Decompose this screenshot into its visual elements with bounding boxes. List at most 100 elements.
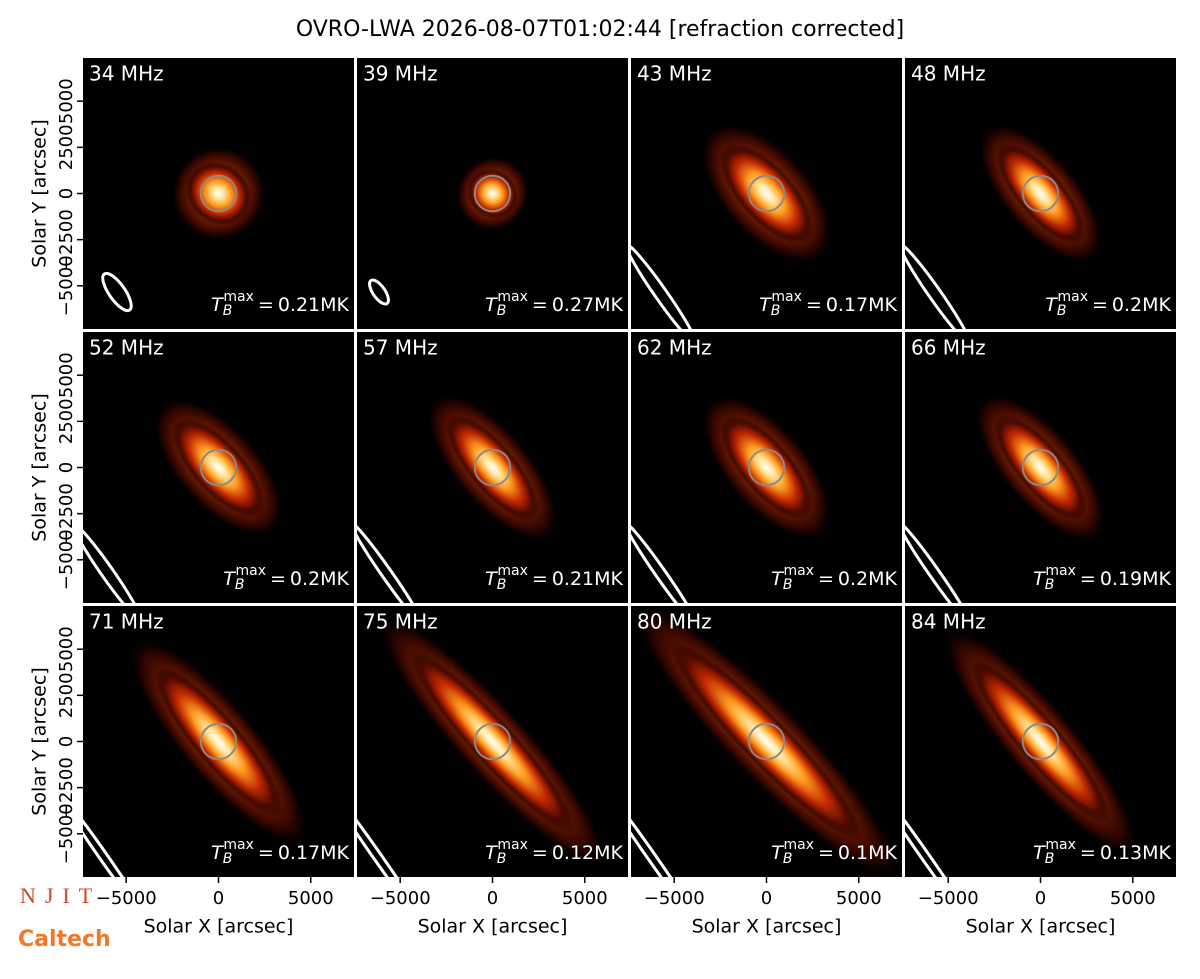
x-tick-label: 5000 — [562, 888, 608, 909]
tmax-sup: max — [497, 289, 528, 305]
x-tick-label: −5000 — [918, 888, 979, 909]
solar-disk — [747, 448, 786, 487]
frequency-label: 66 MHz — [911, 336, 986, 360]
emission — [410, 651, 575, 832]
tmax-sub: B — [497, 303, 507, 319]
y-tick-label: −2500 — [56, 483, 77, 544]
frequency-label: 84 MHz — [911, 610, 986, 634]
tmax-sub: B — [497, 851, 507, 867]
tmax-sub: B — [1045, 577, 1055, 593]
y-tick-label: 5000 — [56, 78, 77, 124]
tmax-label: TBmax = 0.2MK — [1045, 289, 1171, 319]
tmax-eq: = — [532, 842, 548, 864]
panel — [631, 332, 902, 603]
beam — [905, 788, 973, 877]
tmax-sup: max — [223, 289, 254, 305]
x-tick-label: −5000 — [644, 888, 705, 909]
caltech-logo: Caltech — [18, 927, 111, 952]
tmax-value: 0.17MK — [826, 294, 898, 316]
tmax-sup: max — [771, 289, 802, 305]
tmax-sup: max — [223, 837, 254, 853]
figure-title: OVRO-LWA 2026-08-07T01:02:44 [refraction… — [296, 17, 904, 42]
y-tick-label: 0 — [56, 188, 77, 199]
frequency-label: 39 MHz — [363, 62, 438, 86]
tmax-eq: = — [532, 294, 548, 316]
tmax-symbol: T — [485, 294, 498, 316]
x-axis-label: Solar X [arcsec] — [418, 916, 568, 938]
panel — [905, 58, 1176, 329]
tmax-symbol: T — [759, 294, 772, 316]
beam — [83, 797, 145, 877]
beam — [357, 521, 425, 603]
frequency-label: 71 MHz — [89, 610, 164, 634]
solar-disk — [1021, 174, 1060, 213]
tmax-symbol: T — [771, 842, 784, 864]
tmax-sub: B — [771, 303, 781, 319]
y-tick-label: 2500 — [56, 672, 77, 718]
tmax-value: 0.19MK — [1100, 568, 1172, 590]
x-tick-label: 5000 — [836, 888, 882, 909]
tmax-value: 0.17MK — [278, 842, 350, 864]
tmax-sub: B — [783, 851, 793, 867]
panel — [905, 606, 1176, 877]
x-tick-label: 5000 — [288, 888, 334, 909]
emission — [186, 161, 251, 226]
tmax-symbol: T — [1033, 842, 1046, 864]
x-tick-label: 5000 — [1110, 888, 1156, 909]
emission — [671, 642, 862, 841]
tmax-eq: = — [1080, 842, 1096, 864]
tmax-symbol: T — [1045, 294, 1058, 316]
x-axis-label: Solar X [arcsec] — [692, 916, 842, 938]
solar-disk — [199, 722, 238, 761]
tmax-symbol: T — [211, 294, 224, 316]
y-tick-label: 0 — [56, 736, 77, 747]
panel — [83, 332, 354, 603]
tmax-value: 0.27MK — [552, 294, 624, 316]
y-tick-label: 2500 — [56, 398, 77, 444]
beam — [357, 788, 425, 877]
panel — [357, 606, 628, 877]
tmax-eq: = — [1092, 294, 1108, 316]
x-tick-label: −5000 — [96, 888, 157, 909]
tmax-sub: B — [223, 303, 233, 319]
tmax-label: TBmax = 0.17MK — [759, 289, 897, 319]
tmax-sub: B — [223, 851, 233, 867]
frequency-label: 52 MHz — [89, 336, 164, 360]
y-tick-label: −2500 — [56, 209, 77, 270]
emission — [720, 143, 813, 244]
tmax-value: 0.12MK — [552, 842, 624, 864]
x-axis-label: Solar X [arcsec] — [144, 916, 294, 938]
emission — [154, 667, 283, 816]
y-axis-label: Solar Y [arcsec] — [29, 393, 51, 541]
frequency-label: 75 MHz — [363, 610, 438, 634]
emission — [994, 414, 1087, 521]
y-tick-label: −5000 — [56, 529, 77, 590]
frequency-label: 34 MHz — [89, 62, 164, 86]
emission — [172, 418, 265, 517]
tmax-eq: = — [270, 568, 286, 590]
tmax-value: 0.21MK — [278, 294, 350, 316]
y-tick-label: 5000 — [56, 352, 77, 398]
frequency-label: 62 MHz — [637, 336, 712, 360]
tmax-label: TBmax = 0.13MK — [1033, 837, 1171, 867]
y-tick-label: 2500 — [56, 124, 77, 170]
beam — [368, 278, 390, 306]
tmax-sup: max — [497, 563, 528, 579]
tmax-value: 0.13MK — [1100, 842, 1172, 864]
tmax-sup: max — [1045, 563, 1076, 579]
tmax-symbol: T — [485, 568, 498, 590]
beam — [905, 521, 973, 603]
tmax-label: TBmax = 0.27MK — [485, 289, 623, 319]
x-tick-label: 0 — [213, 888, 224, 909]
emission — [996, 143, 1085, 244]
tmax-eq: = — [258, 842, 274, 864]
tmax-sub: B — [783, 577, 793, 593]
tmax-sup: max — [1045, 837, 1076, 853]
frequency-label: 57 MHz — [363, 336, 438, 360]
solar-disk — [473, 722, 512, 761]
solar-disk — [199, 448, 238, 487]
tmax-label: TBmax = 0.21MK — [485, 563, 623, 593]
emission — [720, 415, 813, 520]
y-tick-label: −5000 — [56, 255, 77, 316]
tmax-eq: = — [258, 294, 274, 316]
